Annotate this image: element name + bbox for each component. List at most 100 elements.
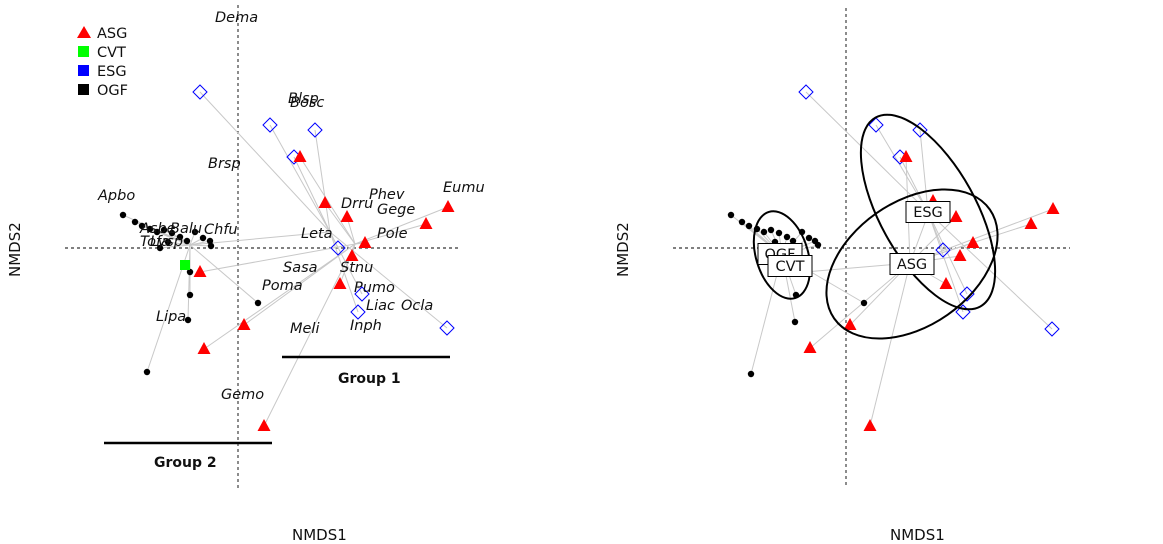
right-point-ogf-2 [745, 222, 753, 230]
right-point-ogf-18 [860, 299, 868, 307]
left-point-ogf-15 [186, 268, 194, 276]
legend-esg-label: ESG [97, 64, 127, 80]
species-label-gemo: Gemo [221, 387, 264, 403]
right-spider-asg-10 [809, 262, 911, 349]
right-spider-esg-1 [875, 124, 929, 213]
right-spider-esg-2 [919, 129, 929, 213]
left-point-asg-7 [441, 200, 455, 212]
left-point-asg-3 [358, 236, 372, 248]
right-point-ogf-8 [789, 237, 797, 245]
left-point-asg-10 [197, 342, 211, 354]
left-point-asg-4 [345, 249, 359, 261]
species-label-liac: Liac [366, 298, 395, 314]
left-spider-asg-11 [263, 243, 356, 427]
legend-cvt-label: CVT [97, 45, 126, 61]
centroid-label-asg: ASG [897, 257, 927, 273]
left-spider-esg-2 [314, 129, 331, 233]
right-spider-esg-6 [927, 211, 964, 313]
right-point-asg-2 [949, 210, 963, 222]
species-label-asbe: Asbe [139, 221, 176, 237]
right-point-asg-11 [863, 419, 877, 431]
left-point-ogf-1 [131, 218, 139, 226]
right-point-asg-5 [939, 277, 953, 289]
centroid-box-cvt [767, 255, 813, 277]
left-site-points [119, 84, 455, 431]
right-point-ogf-6 [775, 229, 783, 237]
species-label-leta: Leta [301, 226, 333, 242]
left-spider-asg-8 [199, 243, 356, 273]
left-centroid-link [189, 231, 331, 246]
left-point-esg-5 [354, 286, 370, 302]
left-y-axis-title: NMDS2 [6, 222, 24, 277]
right-point-ogf-4 [760, 228, 768, 236]
ellipse-asg [825, 188, 999, 340]
species-label-lipa: Lipa [156, 309, 186, 325]
left-point-esg-1 [262, 117, 278, 133]
species-label-bosc: Bosc [290, 95, 324, 111]
species-label-eumu: Eumu [443, 180, 485, 196]
left-point-ogf-9 [191, 228, 199, 236]
species-label-pole: Pole [377, 226, 408, 242]
left-point-esg-0 [192, 84, 208, 100]
left-spider-esg-3 [293, 156, 331, 233]
right-centroid-labels: ESGOGFCVTASG [757, 201, 951, 277]
species-label-drru: Drru [341, 196, 373, 212]
left-point-ogf-8 [183, 237, 191, 245]
left-spider-asg-1 [324, 202, 356, 245]
right-point-ogf-5 [767, 226, 775, 234]
left-point-ogf-18 [254, 299, 262, 307]
legend-asg-label: ASG [97, 26, 127, 42]
species-label-tofa: Tofa [140, 234, 170, 250]
species-label-meli: Meli [290, 321, 320, 337]
right-y-axis-title: NMDS2 [614, 222, 632, 277]
species-label-apbo: Apbo [97, 188, 135, 204]
right-point-asg-0 [899, 150, 913, 162]
left-point-ogf-6 [168, 229, 176, 237]
left-spider-asg-10 [203, 243, 356, 350]
left-spider-ogf-13 [159, 244, 191, 249]
legend-ogf-marker [78, 84, 89, 95]
left-point-asg-2 [340, 210, 354, 222]
right-point-esg-7 [1044, 321, 1060, 337]
left-point-asg-11 [257, 419, 271, 431]
species-label-stnu: Stnu [340, 260, 373, 276]
group-1-label: Group 1 [338, 371, 401, 387]
left-spider-ogf-18 [189, 244, 259, 304]
right-point-esg-0 [798, 84, 814, 100]
species-label-lysp: Lysp [150, 234, 183, 250]
left-point-asg-5 [333, 277, 347, 289]
legend: ASG CVT ESG OGF [77, 26, 128, 99]
left-point-asg-6 [419, 217, 433, 229]
right-point-ogf-7 [783, 233, 791, 241]
left-point-esg-4 [330, 240, 346, 256]
left-point-ogf-17 [184, 316, 192, 324]
right-spider-asg-11 [869, 262, 911, 427]
left-spider-asg-0 [299, 156, 356, 245]
centroid-box-esg [905, 201, 951, 223]
right-point-esg-1 [868, 117, 884, 133]
left-point-ogf-3 [146, 225, 154, 233]
species-label-inph: Inph [350, 318, 382, 334]
left-point-ogf-16 [186, 291, 194, 299]
right-point-esg-2 [912, 122, 928, 138]
species-label-brsp: Brsp [208, 156, 241, 172]
right-point-ogf-19 [747, 370, 755, 378]
left-point-ogf-19 [143, 368, 151, 376]
centroid-box-asg [889, 253, 935, 275]
left-point-asg-9 [237, 318, 251, 330]
left-point-ogf-4 [153, 228, 161, 236]
right-point-ogf-12 [814, 241, 822, 249]
left-point-cvt-0 [180, 260, 190, 270]
left-spider-ogf-14 [167, 241, 191, 246]
right-point-asg-10 [803, 341, 817, 353]
left-point-asg-0 [293, 150, 307, 162]
left-point-asg-8 [193, 265, 207, 277]
centroid-label-cvt: CVT [776, 259, 805, 275]
species-label-blsp: Blsp [288, 91, 319, 107]
left-point-ogf-7 [176, 233, 184, 241]
species-label-dema: Dema [215, 10, 258, 26]
left-spider-esg-0 [199, 91, 331, 233]
